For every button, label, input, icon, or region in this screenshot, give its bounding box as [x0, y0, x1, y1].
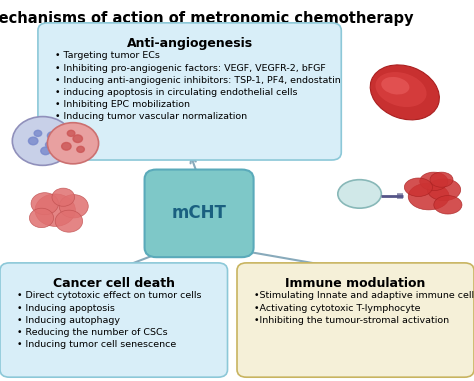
Circle shape	[404, 178, 432, 197]
Circle shape	[408, 183, 449, 210]
Text: mCHT: mCHT	[172, 204, 227, 223]
Circle shape	[59, 195, 88, 218]
Text: • Direct cytotoxic effect on tumor cells
• Inducing apoptosis
• Inducing autopha: • Direct cytotoxic effect on tumor cells…	[17, 291, 201, 349]
Circle shape	[35, 194, 75, 226]
Circle shape	[34, 130, 42, 136]
Circle shape	[67, 130, 75, 136]
Circle shape	[46, 142, 53, 148]
Circle shape	[62, 142, 71, 150]
Circle shape	[419, 172, 448, 190]
Text: Mechanisms of action of metronomic chemotherapy: Mechanisms of action of metronomic chemo…	[0, 11, 414, 26]
Circle shape	[47, 123, 99, 164]
FancyBboxPatch shape	[38, 23, 341, 160]
Circle shape	[41, 147, 50, 155]
Circle shape	[29, 208, 54, 227]
Circle shape	[434, 195, 462, 214]
Circle shape	[47, 132, 57, 139]
Circle shape	[52, 188, 74, 206]
Text: • Targeting tumor ECs
• Inhibiting pro-angiogenic factors: VEGF, VEGFR-2, bFGF
•: • Targeting tumor ECs • Inhibiting pro-a…	[55, 51, 340, 121]
Ellipse shape	[375, 72, 427, 107]
Text: Anti-angiogenesis: Anti-angiogenesis	[127, 37, 253, 50]
FancyBboxPatch shape	[237, 263, 474, 377]
Circle shape	[12, 117, 73, 165]
Circle shape	[77, 146, 84, 152]
Ellipse shape	[370, 65, 439, 120]
Text: Cancer cell death: Cancer cell death	[53, 277, 175, 290]
Circle shape	[28, 137, 38, 145]
Ellipse shape	[381, 77, 410, 94]
Text: •Stimulating Innate and adaptive immune cells
•Activating cytotoxic T-lymphocyte: •Stimulating Innate and adaptive immune …	[254, 291, 474, 325]
FancyBboxPatch shape	[0, 263, 228, 377]
FancyBboxPatch shape	[145, 170, 254, 257]
Circle shape	[31, 193, 58, 215]
Circle shape	[73, 135, 82, 142]
Text: Immune modulation: Immune modulation	[285, 277, 426, 290]
Circle shape	[428, 179, 461, 201]
Circle shape	[430, 172, 453, 187]
Circle shape	[338, 180, 381, 208]
Circle shape	[55, 210, 82, 232]
